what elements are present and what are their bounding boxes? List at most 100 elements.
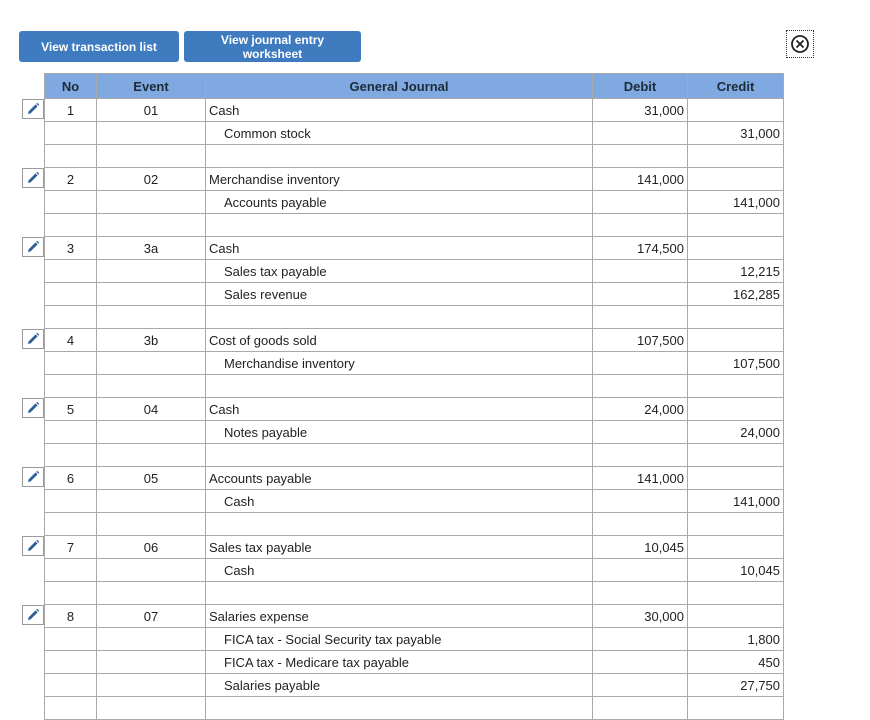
credit-cell: 141,000	[687, 489, 784, 513]
pencil-icon	[28, 608, 40, 620]
debit-cell: 30,000	[592, 604, 688, 628]
account-cell: Notes payable	[205, 420, 593, 444]
view-transaction-list-button[interactable]: View transaction list	[19, 31, 179, 62]
account-cell: Sales revenue	[205, 282, 593, 306]
blank-cell	[205, 443, 593, 467]
blank-row	[44, 696, 784, 720]
edit-entry-button[interactable]	[22, 467, 44, 487]
blank-cell	[96, 443, 206, 467]
blank-cell	[205, 374, 593, 398]
blank-cell	[592, 144, 688, 168]
edit-entry-button[interactable]	[22, 605, 44, 625]
journal-line-row: Cash 10,045	[44, 558, 784, 582]
edit-entry-button[interactable]	[22, 237, 44, 257]
account-cell: Cash	[205, 489, 593, 513]
journal-line-row: 1 01 Cash 31,000	[44, 98, 784, 122]
credit-cell	[687, 98, 784, 122]
blank-cell	[687, 213, 784, 237]
event-cell: 05	[96, 466, 206, 490]
blank-row	[44, 581, 784, 605]
blank-cell	[205, 144, 593, 168]
entry-no-cell	[44, 190, 97, 214]
debit-cell: 107,500	[592, 328, 688, 352]
edit-entry-button[interactable]	[22, 168, 44, 188]
credit-cell	[687, 328, 784, 352]
credit-cell: 450	[687, 650, 784, 674]
entry-no-cell	[44, 259, 97, 283]
journal-line-row: FICA tax - Medicare tax payable 450	[44, 650, 784, 674]
entry-no-cell: 8	[44, 604, 97, 628]
debit-cell: 31,000	[592, 98, 688, 122]
edit-entry-button[interactable]	[22, 99, 44, 119]
view-journal-entry-worksheet-button[interactable]: View journal entry worksheet	[184, 31, 361, 62]
event-cell	[96, 673, 206, 697]
journal-line-row: Sales revenue 162,285	[44, 282, 784, 306]
blank-cell	[205, 581, 593, 605]
credit-cell: 162,285	[687, 282, 784, 306]
blank-cell	[44, 696, 97, 720]
edit-entry-button[interactable]	[22, 536, 44, 556]
account-cell: Cash	[205, 98, 593, 122]
blank-cell	[205, 305, 593, 329]
blank-row	[44, 144, 784, 168]
event-cell	[96, 121, 206, 145]
close-button[interactable]	[786, 30, 814, 58]
blank-cell	[592, 512, 688, 536]
credit-cell	[687, 535, 784, 559]
event-cell: 3b	[96, 328, 206, 352]
blank-cell	[96, 696, 206, 720]
debit-cell	[592, 558, 688, 582]
debit-cell	[592, 121, 688, 145]
pencil-icon	[28, 171, 40, 183]
header-credit: Credit	[687, 73, 784, 99]
blank-cell	[687, 512, 784, 536]
blank-cell	[96, 581, 206, 605]
debit-cell	[592, 420, 688, 444]
debit-cell: 10,045	[592, 535, 688, 559]
journal-line-row: Accounts payable 141,000	[44, 190, 784, 214]
account-cell: Salaries expense	[205, 604, 593, 628]
entry-no-cell: 2	[44, 167, 97, 191]
blank-cell	[592, 374, 688, 398]
entry-no-cell	[44, 650, 97, 674]
blank-cell	[687, 144, 784, 168]
pencil-icon	[28, 470, 40, 482]
blank-cell	[96, 213, 206, 237]
blank-cell	[592, 696, 688, 720]
close-circle-icon	[791, 35, 809, 53]
blank-cell	[96, 374, 206, 398]
edit-entry-button[interactable]	[22, 398, 44, 418]
journal-line-row: 8 07 Salaries expense 30,000	[44, 604, 784, 628]
journal-line-row: Common stock 31,000	[44, 121, 784, 145]
credit-cell: 10,045	[687, 558, 784, 582]
entry-no-cell	[44, 121, 97, 145]
entry-no-cell	[44, 420, 97, 444]
entry-no-cell: 4	[44, 328, 97, 352]
blank-cell	[687, 374, 784, 398]
pencil-icon	[28, 240, 40, 252]
event-cell	[96, 351, 206, 375]
entry-no-cell: 1	[44, 98, 97, 122]
blank-cell	[592, 213, 688, 237]
event-cell	[96, 282, 206, 306]
journal-line-row: FICA tax - Social Security tax payable 1,…	[44, 627, 784, 651]
debit-cell	[592, 190, 688, 214]
event-cell	[96, 489, 206, 513]
journal-line-row: 7 06 Sales tax payable 10,045	[44, 535, 784, 559]
blank-row	[44, 374, 784, 398]
edit-entry-button[interactable]	[22, 329, 44, 349]
account-cell: Salaries payable	[205, 673, 593, 697]
blank-cell	[592, 305, 688, 329]
credit-cell	[687, 604, 784, 628]
credit-cell	[687, 466, 784, 490]
debit-cell: 141,000	[592, 167, 688, 191]
journal-line-row: Salaries payable 27,750	[44, 673, 784, 697]
blank-cell	[44, 443, 97, 467]
journal-line-row: 4 3b Cost of goods sold 107,500	[44, 328, 784, 352]
event-cell: 06	[96, 535, 206, 559]
event-cell: 3a	[96, 236, 206, 260]
account-cell: Merchandise inventory	[205, 167, 593, 191]
blank-cell	[592, 581, 688, 605]
debit-cell	[592, 627, 688, 651]
account-cell: Cash	[205, 558, 593, 582]
